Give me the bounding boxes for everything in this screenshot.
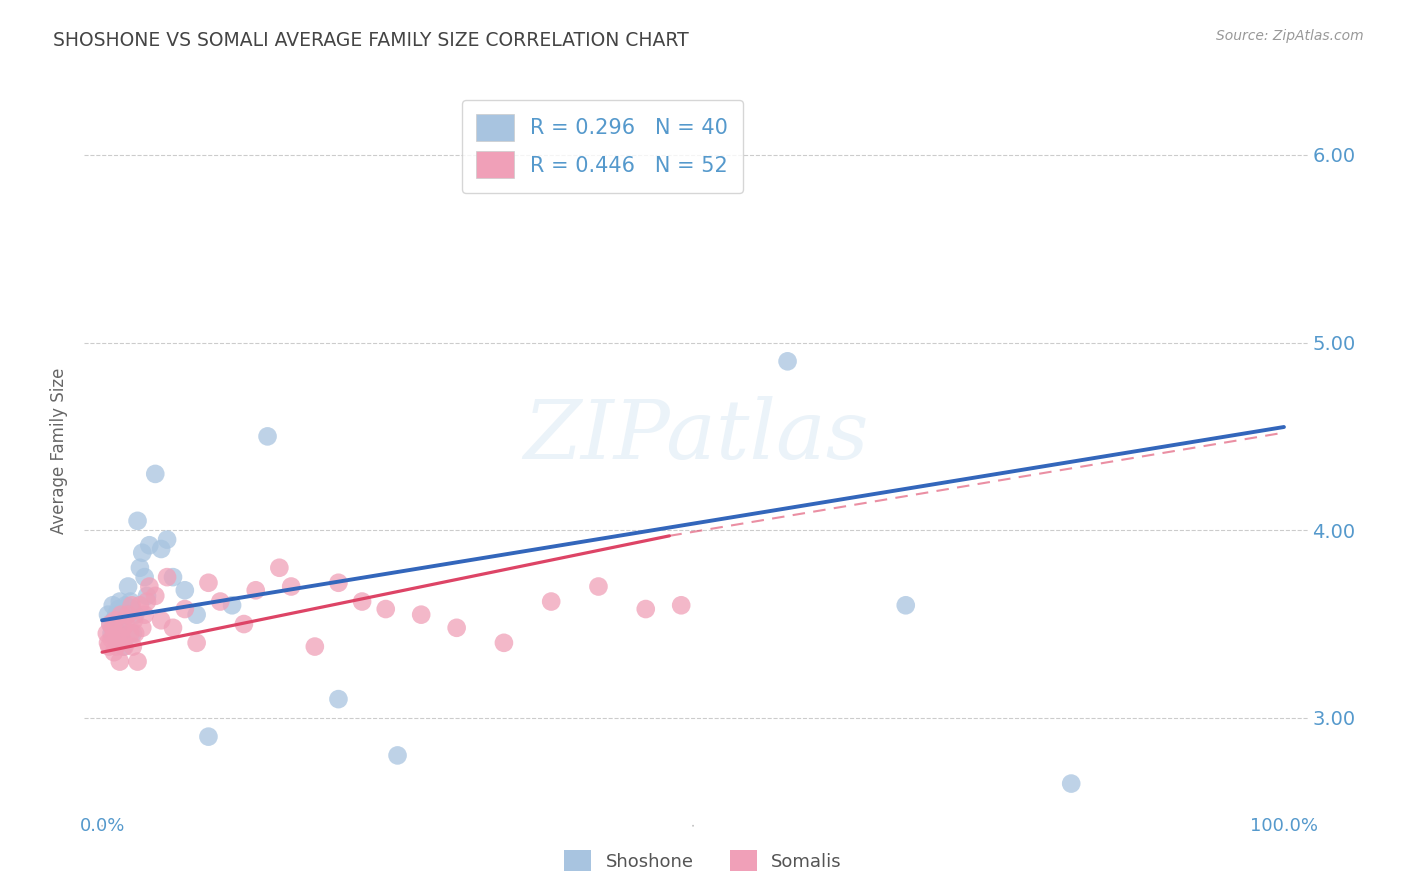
Point (411, 607, 433, 622)
Point (186, 636, 208, 650)
Legend: R = 0.296   N = 40, R = 0.446   N = 52: R = 0.296 N = 40, R = 0.446 N = 52 (461, 100, 742, 193)
Point (209, 594, 232, 608)
Y-axis label: Average Family Size: Average Family Size (51, 368, 69, 533)
Point (127, 514, 149, 528)
Point (269, 560, 291, 574)
Point (352, 594, 374, 608)
Point (120, 594, 142, 608)
Point (894, 599, 917, 613)
Point (124, 626, 146, 640)
Point (162, 570, 184, 584)
Point (110, 632, 132, 646)
Point (114, 640, 136, 654)
Point (492, 636, 515, 650)
Point (131, 546, 153, 560)
Point (127, 655, 149, 669)
Point (280, 580, 302, 594)
Point (105, 640, 128, 654)
Point (112, 621, 135, 635)
Point (588, 580, 610, 594)
Point (96, 626, 118, 640)
Point (134, 607, 156, 622)
Point (121, 602, 143, 616)
Point (120, 626, 142, 640)
Point (111, 617, 134, 632)
Point (150, 541, 173, 556)
Point (136, 594, 159, 608)
Point (107, 636, 129, 650)
Point (121, 640, 143, 654)
Point (100, 626, 122, 640)
Point (110, 607, 132, 622)
Point (256, 429, 278, 443)
Point (776, 354, 799, 368)
Point (117, 580, 139, 594)
Point (143, 589, 166, 603)
Point (150, 613, 173, 627)
Point (134, 570, 156, 584)
Point (143, 467, 166, 481)
Point (197, 730, 219, 744)
Point (98, 617, 121, 632)
Point (121, 599, 143, 613)
Point (634, 602, 657, 616)
Point (107, 628, 129, 642)
Point (197, 575, 219, 590)
Point (387, 748, 409, 763)
Point (122, 613, 145, 627)
Point (1060, 776, 1083, 790)
Point (108, 655, 131, 669)
Point (129, 599, 152, 613)
Point (136, 589, 159, 603)
Point (114, 617, 136, 632)
Point (103, 645, 125, 659)
Point (100, 632, 122, 646)
Point (107, 636, 129, 650)
Point (328, 692, 350, 706)
Point (111, 632, 134, 646)
Point (221, 599, 243, 613)
Text: SHOSHONE VS SOMALI AVERAGE FAMILY SIZE CORRELATION CHART: SHOSHONE VS SOMALI AVERAGE FAMILY SIZE C… (53, 31, 689, 50)
Point (98, 617, 121, 632)
Text: Source: ZipAtlas.com: Source: ZipAtlas.com (1216, 29, 1364, 43)
Point (104, 613, 127, 627)
Point (232, 617, 254, 632)
Point (124, 607, 146, 622)
Point (540, 594, 562, 608)
Point (156, 570, 179, 584)
Point (121, 626, 143, 640)
Point (374, 602, 396, 616)
Point (114, 599, 136, 613)
Point (173, 583, 195, 598)
Point (446, 621, 468, 635)
Point (103, 613, 125, 627)
Point (328, 575, 350, 590)
Point (104, 621, 127, 635)
Point (114, 607, 136, 622)
Point (117, 607, 139, 622)
Point (105, 607, 128, 622)
Point (162, 621, 184, 635)
Point (304, 640, 326, 654)
Text: ZIPatlas: ZIPatlas (523, 396, 869, 476)
Point (108, 594, 131, 608)
Point (156, 533, 179, 547)
Point (129, 560, 152, 574)
Point (97, 636, 120, 650)
Point (101, 621, 124, 635)
Point (112, 640, 135, 654)
Point (245, 583, 267, 598)
Legend: Shoshone, Somalis: Shoshone, Somalis (557, 843, 849, 879)
Point (107, 602, 129, 616)
Point (138, 538, 160, 552)
Point (131, 621, 153, 635)
Point (101, 599, 124, 613)
Point (669, 599, 692, 613)
Point (98, 640, 121, 654)
Point (138, 580, 160, 594)
Point (97, 607, 120, 622)
Point (186, 607, 208, 622)
Point (173, 602, 195, 616)
